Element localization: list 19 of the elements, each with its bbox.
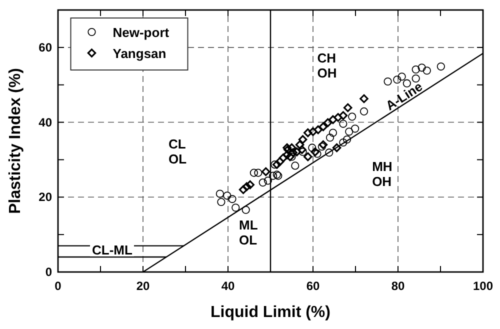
x-tick-label: 60: [306, 279, 320, 293]
x-tick-label: 20: [136, 279, 150, 293]
y-tick-label: 40: [38, 115, 52, 130]
annotation: ML OL: [239, 218, 258, 248]
annotation: CL-ML: [92, 242, 132, 258]
x-tick-label: 80: [391, 279, 405, 293]
x-tick-label: 100: [472, 279, 494, 293]
legend-label: Yangsan: [112, 46, 166, 61]
x-tick-label: 40: [221, 279, 235, 293]
y-tick-label: 0: [45, 265, 52, 279]
y-axis-title: Plasticity Index (%): [7, 68, 24, 214]
x-tick-label: 0: [54, 279, 62, 293]
annotation: CH OH: [317, 50, 337, 80]
legend-label: New-port: [112, 25, 170, 40]
x-axis-title: Liquid Limit (%): [210, 304, 330, 321]
annotation: CL OL: [168, 136, 187, 166]
y-tick-label: 60: [38, 40, 52, 54]
annotation: MH OH: [372, 158, 392, 189]
y-tick-label: 20: [38, 190, 52, 204]
